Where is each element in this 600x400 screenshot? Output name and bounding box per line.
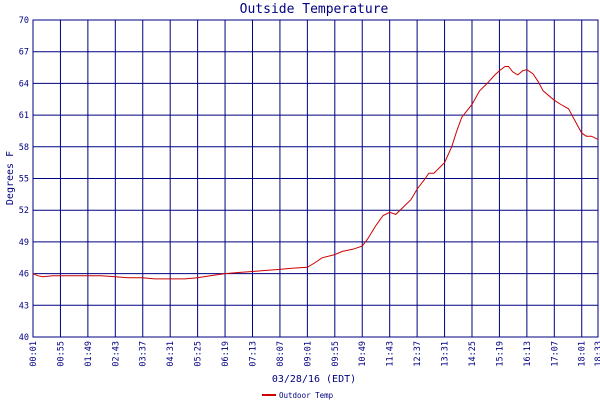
y-tick-label: 52 [19, 206, 29, 216]
x-axis-label: 03/28/16 (EDT) [272, 374, 356, 385]
x-tick-label: 00:55 [56, 341, 66, 367]
y-tick-label: 70 [19, 16, 29, 26]
x-tick-label: 07:13 [248, 341, 258, 367]
y-tick-label: 43 [19, 301, 29, 311]
chart-title: Outside Temperature [240, 2, 389, 17]
y-tick-label: 46 [19, 270, 29, 280]
y-tick-label: 40 [19, 333, 29, 343]
y-axis-ticks: 40 43 46 49 52 55 58 61 64 67 70 [19, 16, 29, 343]
x-tick-label: 09:55 [331, 341, 341, 367]
x-tick-label: 00:01 [29, 341, 39, 367]
legend: Outdoor Temp [262, 391, 334, 400]
x-tick-label: 13:31 [441, 341, 451, 367]
y-tick-label: 49 [19, 238, 29, 248]
x-axis-ticks: 00:01 00:55 01:49 02:43 03:37 04:31 05:25 06:19… [29, 341, 600, 367]
x-tick-label: 11:43 [386, 341, 396, 367]
series-line-outdoor-temp [32, 66, 599, 280]
x-tick-label: 09:01 [303, 341, 313, 367]
x-tick-label: 05:25 [194, 341, 204, 367]
x-tick-label: 14:25 [468, 341, 478, 367]
x-tick-label: 18:01 [578, 341, 588, 367]
y-tick-label: 55 [19, 175, 29, 185]
x-tick-label: 16:13 [523, 341, 533, 367]
x-tick-label: 06:19 [221, 341, 231, 367]
x-tick-label: 15:19 [495, 341, 505, 367]
y-tick-label: 58 [19, 143, 29, 153]
x-tick-label: 01:49 [84, 341, 94, 367]
x-tick-label: 12:37 [413, 341, 423, 367]
x-tick-label: 10:49 [358, 341, 368, 367]
y-tick-label: 64 [19, 79, 29, 89]
x-tick-label: 02:43 [111, 341, 121, 367]
y-tick-label: 61 [19, 111, 29, 121]
x-tick-label: 18:33 [594, 341, 600, 367]
grid-lines [32, 19, 599, 338]
x-tick-label: 17:07 [550, 341, 560, 367]
plot-frame [32, 19, 599, 338]
y-axis-label: Degrees F [5, 151, 16, 205]
x-tick-label: 04:31 [166, 341, 176, 367]
y-tick-label: 67 [19, 48, 29, 58]
x-tick-label: 03:37 [139, 341, 149, 367]
x-tick-label: 08:07 [276, 341, 286, 367]
legend-label-outdoor-temp: Outdoor Temp [279, 391, 334, 400]
